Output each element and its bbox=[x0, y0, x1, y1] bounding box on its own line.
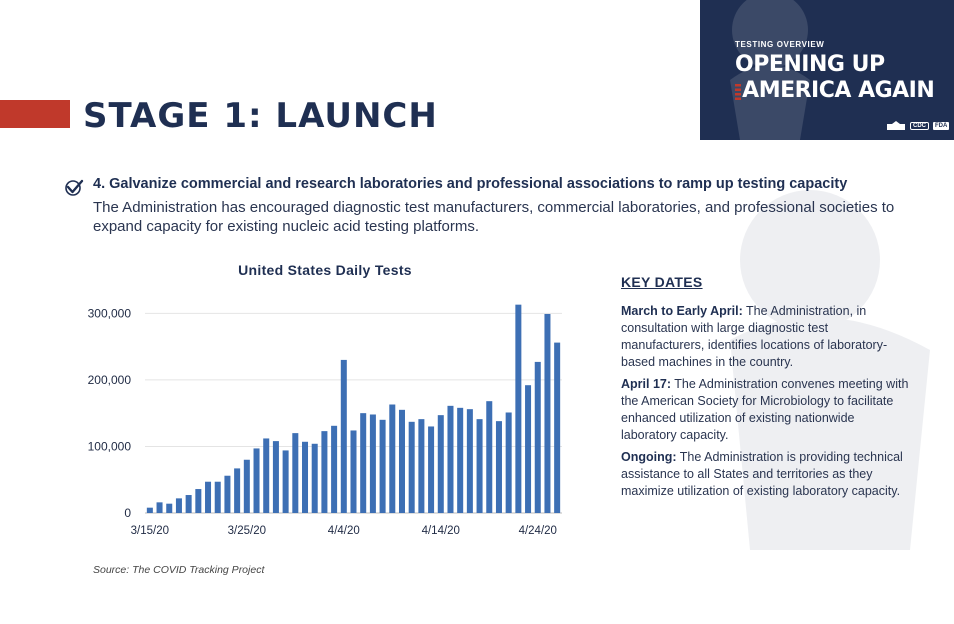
bar-3-16 bbox=[156, 502, 163, 513]
bar-3-23 bbox=[224, 475, 231, 513]
bar-4-14 bbox=[437, 415, 444, 513]
bar-4-8 bbox=[379, 419, 386, 513]
bar-4-6 bbox=[360, 413, 367, 513]
bar-4-11 bbox=[408, 421, 415, 513]
white-house-icon bbox=[887, 121, 905, 130]
key-dates-panel: KEY DATES March to Early April: The Admi… bbox=[621, 274, 911, 505]
bar-4-4 bbox=[340, 359, 347, 513]
bar-3-25 bbox=[243, 459, 250, 513]
bar-4-5 bbox=[350, 430, 357, 513]
page-title: STAGE 1: LAUNCH bbox=[83, 96, 438, 136]
cdc-logo: CDC bbox=[910, 121, 929, 130]
bar-4-10 bbox=[398, 409, 405, 513]
bar-3-30 bbox=[292, 433, 299, 513]
key-date-entry: Ongoing: The Administration is providing… bbox=[621, 450, 903, 498]
bar-4-1 bbox=[311, 443, 318, 513]
bar-4-16 bbox=[457, 407, 464, 513]
bar-3-26 bbox=[253, 448, 260, 513]
bar-4-13 bbox=[428, 426, 435, 513]
bar-4-3 bbox=[331, 425, 338, 513]
eagle-watermark-icon bbox=[730, 190, 930, 550]
bar-3-15 bbox=[146, 507, 153, 513]
bar-3-18 bbox=[175, 498, 182, 513]
x-tick-label: 3/25/20 bbox=[228, 525, 266, 537]
bar-3-29 bbox=[282, 450, 289, 513]
bar-3-28 bbox=[272, 441, 279, 513]
checkmark-icon bbox=[65, 179, 84, 196]
bar-3-20 bbox=[195, 489, 202, 513]
flag-stripes-icon bbox=[735, 84, 741, 100]
bar-3-17 bbox=[166, 503, 173, 513]
y-tick-label: 100,000 bbox=[88, 439, 132, 453]
bar-3-21 bbox=[205, 481, 212, 513]
title-accent-bar bbox=[0, 100, 70, 128]
banner-title-line1: OPENING UP bbox=[735, 52, 885, 77]
bar-4-17 bbox=[466, 409, 473, 513]
bar-4-26 bbox=[554, 342, 561, 513]
x-tick-label: 3/15/20 bbox=[131, 525, 169, 537]
x-tick-label: 4/14/20 bbox=[422, 525, 460, 537]
bar-3-24 bbox=[234, 468, 241, 513]
bar-4-15 bbox=[447, 405, 454, 513]
bar-3-27 bbox=[263, 438, 270, 513]
item-body: The Administration has encouraged diagno… bbox=[93, 199, 895, 235]
key-date-entry: March to Early April: The Administration… bbox=[621, 304, 888, 369]
bar-4-19 bbox=[486, 401, 493, 513]
bar-4-7 bbox=[369, 414, 376, 513]
banner-kicker: TESTING OVERVIEW bbox=[735, 40, 825, 49]
key-date-entry: April 17: The Administration convenes me… bbox=[621, 377, 909, 442]
seal-icon bbox=[730, 0, 810, 140]
bar-4-24 bbox=[534, 361, 541, 513]
x-tick-label: 4/4/20 bbox=[328, 525, 360, 537]
y-tick-label: 200,000 bbox=[88, 373, 132, 387]
chart-title: United States Daily Tests bbox=[238, 262, 412, 278]
source-note: Source: The COVID Tracking Project bbox=[93, 564, 265, 576]
banner-title-line2: AMERICA AGAIN bbox=[742, 78, 935, 103]
y-tick-label: 0 bbox=[124, 506, 131, 520]
bar-3-31 bbox=[302, 441, 309, 513]
bar-4-2 bbox=[321, 431, 328, 513]
bar-4-12 bbox=[418, 419, 425, 513]
fda-logo: FDA bbox=[933, 121, 950, 130]
bar-4-9 bbox=[389, 404, 396, 513]
bar-3-22 bbox=[214, 481, 221, 513]
bar-4-23 bbox=[525, 385, 532, 513]
bar-4-25 bbox=[544, 313, 551, 513]
bar-4-20 bbox=[495, 421, 502, 513]
header-banner: TESTING OVERVIEW OPENING UP AMERICA AGAI… bbox=[700, 0, 954, 140]
bar-4-18 bbox=[476, 419, 483, 513]
bar-4-22 bbox=[515, 304, 522, 513]
x-tick-label: 4/24/20 bbox=[519, 525, 557, 537]
bar-4-21 bbox=[505, 412, 512, 513]
key-dates-heading: KEY DATES bbox=[621, 274, 703, 290]
item-heading: 4. Galvanize commercial and research lab… bbox=[93, 176, 848, 192]
agency-logos: CDC FDA bbox=[886, 121, 950, 130]
bar-3-19 bbox=[185, 495, 192, 513]
y-tick-label: 300,000 bbox=[88, 306, 132, 320]
